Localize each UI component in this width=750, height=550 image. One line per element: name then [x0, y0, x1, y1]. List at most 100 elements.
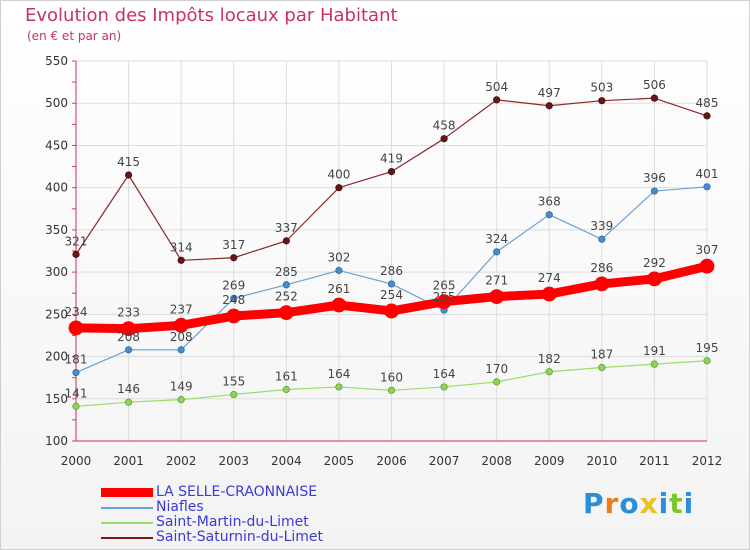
data-point-saint-martin-du-limet	[282, 385, 290, 394]
data-label-saint-martin-du-limet: 164	[433, 367, 456, 381]
data-label-la-selle-craonnaise: 265	[433, 279, 456, 293]
data-point-saint-martin-du-limet	[650, 360, 659, 368]
data-point-niafles	[335, 266, 343, 275]
data-point-niafles	[387, 280, 396, 288]
data-point-saint-saturnin-du-limet	[493, 96, 501, 104]
y-tick-label: 350	[45, 223, 68, 237]
x-tick-label: 2011	[639, 454, 670, 468]
data-point-niafles	[598, 235, 606, 243]
x-tick-label: 2004	[271, 454, 302, 468]
x-tick-label: 2003	[218, 454, 249, 468]
data-label-niafles: 269	[222, 278, 245, 292]
legend-label: Saint-Saturnin-du-Limet	[156, 529, 324, 545]
data-label-saint-martin-du-limet: 149	[170, 380, 193, 394]
data-label-la-selle-craonnaise: 254	[380, 288, 403, 302]
x-tick-label: 2008	[481, 454, 512, 468]
y-tick-label: 200	[45, 350, 68, 364]
data-label-niafles: 285	[275, 265, 298, 279]
data-label-niafles: 396	[643, 171, 666, 185]
legend-label: Niafles	[156, 499, 204, 515]
data-point-la-selle-craonnaise	[226, 308, 242, 324]
y-tick-label: 400	[45, 181, 68, 195]
y-tick-label: 300	[45, 265, 68, 279]
data-point-saint-martin-du-limet	[72, 402, 80, 410]
data-point-la-selle-craonnaise	[594, 276, 610, 292]
data-label-saint-saturnin-du-limet: 317	[222, 238, 245, 252]
data-label-saint-martin-du-limet: 164	[327, 367, 350, 381]
data-point-niafles	[703, 183, 711, 191]
data-label-saint-martin-du-limet: 191	[643, 344, 666, 358]
data-label-saint-martin-du-limet: 160	[380, 370, 403, 384]
data-label-saint-saturnin-du-limet: 458	[433, 119, 456, 133]
data-point-niafles	[124, 346, 133, 354]
data-label-saint-martin-du-limet: 182	[538, 352, 561, 366]
data-point-saint-saturnin-du-limet	[440, 135, 448, 143]
data-point-la-selle-craonnaise	[384, 303, 399, 319]
y-tick-label: 500	[45, 96, 68, 110]
data-point-la-selle-craonnaise	[68, 320, 84, 336]
data-point-la-selle-craonnaise	[541, 286, 557, 302]
data-point-saint-saturnin-du-limet	[703, 112, 711, 120]
legend-swatch-niafles	[101, 507, 153, 509]
data-label-la-selle-craonnaise: 234	[65, 305, 88, 319]
data-point-la-selle-craonnaise	[699, 258, 715, 274]
y-tick-label: 100	[45, 434, 68, 448]
data-label-la-selle-craonnaise: 286	[590, 261, 613, 275]
data-point-saint-martin-du-limet	[177, 396, 185, 404]
legend-swatch-saint-saturnin-du-limet	[101, 537, 153, 539]
data-label-saint-martin-du-limet: 155	[222, 375, 245, 389]
data-point-saint-martin-du-limet	[545, 368, 553, 376]
data-point-saint-saturnin-du-limet	[335, 184, 343, 192]
data-label-saint-saturnin-du-limet: 400	[327, 168, 350, 182]
x-tick-label: 2012	[692, 454, 723, 468]
data-point-saint-saturnin-du-limet	[230, 254, 238, 262]
y-tick-label: 550	[45, 54, 68, 68]
data-label-saint-saturnin-du-limet: 506	[643, 78, 666, 92]
data-label-niafles: 401	[696, 167, 719, 181]
data-point-saint-saturnin-du-limet	[545, 102, 553, 110]
data-label-saint-saturnin-du-limet: 504	[485, 80, 508, 94]
data-label-saint-martin-du-limet: 146	[117, 382, 140, 396]
data-label-niafles: 302	[327, 250, 350, 264]
proxiti-logo: Proxiti	[583, 487, 695, 520]
data-point-saint-martin-du-limet	[230, 390, 238, 399]
data-point-saint-martin-du-limet	[598, 363, 606, 372]
data-label-saint-martin-du-limet: 141	[65, 386, 88, 400]
data-label-niafles: 286	[380, 264, 403, 278]
data-point-la-selle-craonnaise	[278, 305, 294, 321]
data-point-saint-saturnin-du-limet	[598, 97, 606, 105]
data-point-saint-martin-du-limet	[124, 398, 133, 406]
data-label-la-selle-craonnaise: 248	[222, 293, 245, 307]
data-point-niafles	[545, 211, 553, 219]
data-point-saint-saturnin-du-limet	[72, 250, 80, 258]
data-label-niafles: 339	[590, 219, 613, 233]
data-label-niafles: 208	[170, 330, 193, 344]
data-label-la-selle-craonnaise: 307	[696, 243, 719, 257]
data-label-niafles: 208	[117, 330, 140, 344]
data-label-saint-saturnin-du-limet: 419	[380, 152, 403, 166]
data-point-niafles	[493, 248, 501, 256]
data-point-niafles	[650, 187, 659, 195]
legend-label: LA SELLE-CRAONNAISE	[156, 484, 318, 500]
data-label-niafles: 255	[433, 290, 456, 304]
data-point-saint-martin-du-limet	[440, 383, 448, 391]
data-point-saint-martin-du-limet	[703, 357, 711, 365]
data-label-la-selle-craonnaise: 233	[117, 306, 140, 320]
x-tick-label: 2009	[534, 454, 565, 468]
data-label-saint-saturnin-du-limet: 321	[65, 234, 88, 248]
data-point-niafles	[177, 346, 185, 354]
data-label-niafles: 181	[65, 353, 88, 367]
legend-swatch-saint-martin-du-limet	[101, 522, 153, 524]
x-tick-label: 2001	[113, 454, 144, 468]
data-point-la-selle-craonnaise	[489, 289, 505, 305]
data-label-saint-martin-du-limet: 161	[275, 369, 298, 383]
x-tick-label: 2010	[587, 454, 618, 468]
data-label-la-selle-craonnaise: 271	[485, 274, 508, 288]
data-label-saint-saturnin-du-limet: 485	[696, 96, 719, 110]
data-point-la-selle-craonnaise	[121, 321, 136, 337]
data-label-saint-martin-du-limet: 170	[485, 362, 508, 376]
legend-swatch-la-selle-craonnaise	[101, 488, 153, 497]
data-point-saint-saturnin-du-limet	[282, 237, 290, 245]
